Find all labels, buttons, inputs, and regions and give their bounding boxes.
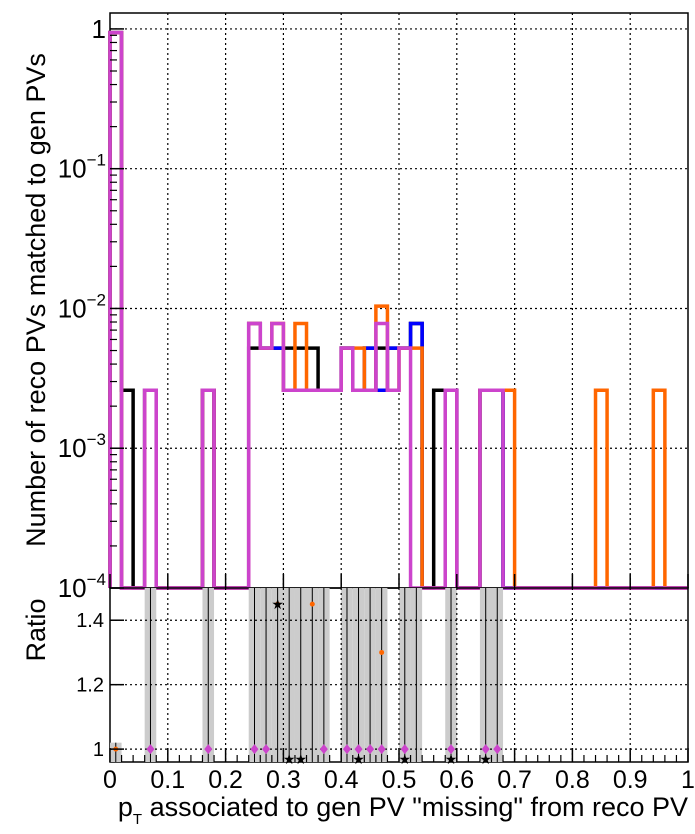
ratio-point [366, 744, 375, 755]
x-tick-label: 0.7 [497, 766, 532, 794]
ratio-point [146, 744, 155, 755]
ratio-point [250, 744, 259, 755]
y-tick-label: 10−1 [58, 151, 106, 184]
x-tick-label: 0.1 [150, 766, 185, 794]
x-tick-label: 0.4 [324, 766, 359, 794]
ratio-point [275, 601, 281, 607]
x-tick-label: 0.9 [613, 766, 648, 794]
x-tick-label: 0.8 [555, 766, 590, 794]
x-tick-label: 0.2 [208, 766, 243, 794]
y-tick-label: 1 [92, 14, 106, 44]
ratio-point [493, 744, 502, 755]
y-tick-label: 10−3 [58, 430, 106, 463]
ratio-tick-label: 1.2 [76, 675, 104, 697]
ratio-point [262, 744, 271, 755]
ratio-point [354, 744, 363, 755]
main-grid [110, 13, 688, 588]
x-tick-label: 1 [681, 766, 695, 794]
ratio-point: ★ [479, 752, 492, 768]
x-axis-label-main: p [118, 792, 133, 822]
ratio-point: ★ [294, 752, 307, 768]
y-tick-label: 10−4 [58, 570, 106, 603]
ratio-point: ★ [352, 752, 365, 768]
x-axis-ticks: 0 0.1 0.2 0.3 0.4 0.5 0.6 0.7 0.8 0.9 1 [103, 574, 695, 794]
x-axis-label: pT associated to gen PV "missing" from r… [118, 792, 688, 828]
ratio-point: ★ [445, 752, 458, 768]
ratio-point [377, 744, 386, 755]
x-tick-label: 0.3 [266, 766, 301, 794]
x-tick-label: 0.5 [382, 766, 417, 794]
ratio-point: ★ [271, 597, 284, 613]
ratio-axis-label: Ratio [21, 598, 51, 661]
x-tick-label: 0.6 [439, 766, 474, 794]
ratio-point: ★ [283, 752, 296, 768]
ratio-uncertainty-bands [110, 588, 504, 762]
ratio-point [379, 649, 385, 655]
ratio-point [342, 744, 351, 755]
ratio-tick-label: 1 [93, 739, 104, 761]
y-axis-ticks: 1 10−1 10−2 10−3 10−4 [58, 14, 124, 603]
x-tick-label: 0 [103, 766, 117, 794]
x-axis-label-rest: associated to gen PV "missing" from reco… [142, 792, 688, 822]
ratio-point [319, 744, 328, 755]
ratio-tick-label: 1.4 [76, 610, 104, 632]
x-axis-label-subscript: T [133, 811, 142, 828]
ratio-point [447, 744, 456, 755]
ratio-point [400, 744, 409, 755]
ratio-point [204, 744, 213, 755]
ratio-axis-ticks: 1 1.2 1.4 [76, 610, 124, 761]
ratio-point [481, 744, 490, 755]
ratio-point: ★ [398, 752, 411, 768]
ratio-point [309, 601, 315, 607]
ratio-points: ★★★ ★ ★ ★ ★ [113, 597, 502, 768]
y-tick-label: 10−2 [58, 290, 106, 323]
y-axis-label: Number of reco PVs matched to gen PVs [21, 53, 51, 547]
